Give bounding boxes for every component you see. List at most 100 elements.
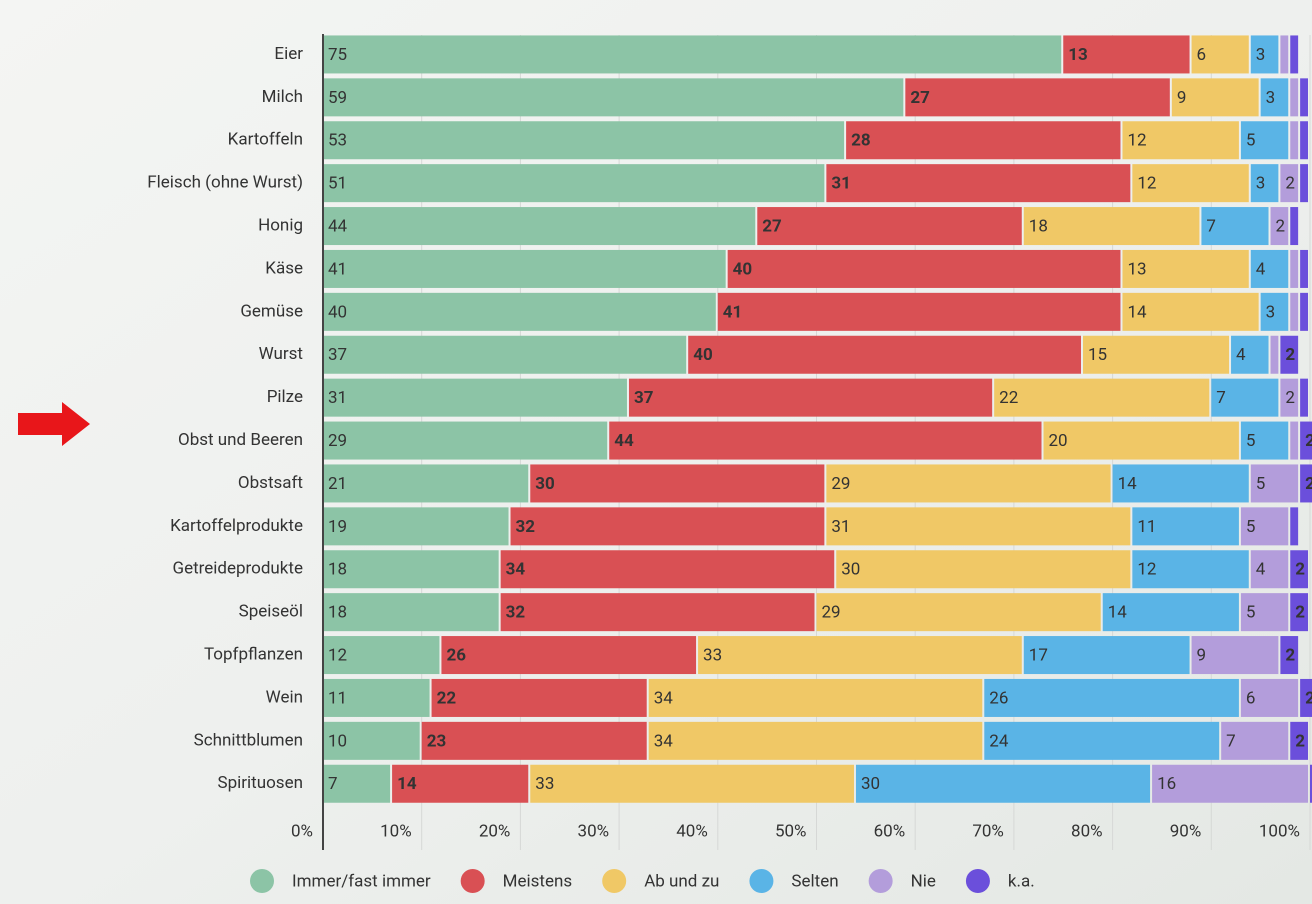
bar-segment — [323, 250, 726, 288]
legend-label: Ab und zu — [644, 871, 719, 891]
bar-segment — [323, 78, 903, 116]
data-label: 12 — [328, 646, 347, 666]
x-tick-label: 60% — [874, 821, 906, 841]
data-label: 15 — [1088, 345, 1107, 365]
data-label: 29 — [328, 431, 347, 451]
bar-segment — [629, 379, 992, 417]
x-tick-label: 0% — [291, 821, 313, 841]
data-label: 41 — [723, 302, 743, 322]
data-label: 5 — [1246, 517, 1256, 537]
data-label: 2 — [1305, 431, 1312, 451]
data-label: 32 — [516, 517, 536, 537]
bar-segment — [432, 679, 647, 717]
data-label: 22 — [999, 388, 1018, 408]
data-label: 6 — [1246, 688, 1256, 708]
y-tick-label: Gemüse — [240, 301, 303, 321]
legend-label: Meistens — [503, 871, 573, 891]
bar-segment — [1300, 379, 1308, 417]
legend-marker — [461, 869, 485, 893]
data-label: 16 — [1157, 774, 1176, 794]
y-tick-label: Topfpflanzen — [204, 645, 303, 665]
data-label: 2 — [1285, 345, 1295, 365]
data-label: 26 — [989, 688, 1008, 708]
y-tick-label: Käse — [265, 258, 303, 278]
data-label: 29 — [822, 603, 841, 623]
data-label: 5 — [1246, 131, 1256, 151]
x-tick-label: 30% — [578, 821, 610, 841]
data-label: 40 — [733, 259, 753, 279]
data-label: 51 — [328, 174, 347, 194]
data-label: 2 — [1285, 388, 1295, 408]
data-label: 3 — [1266, 302, 1276, 322]
data-label: 18 — [328, 560, 347, 580]
bar-segment — [1290, 293, 1298, 331]
data-label: 7 — [328, 774, 338, 794]
legend-label: Nie — [911, 871, 936, 891]
bar-segment — [698, 636, 1022, 674]
data-label: 4 — [1236, 345, 1246, 365]
data-label: 33 — [535, 774, 554, 794]
data-label: 29 — [831, 474, 850, 494]
bar-segment — [1290, 35, 1298, 73]
bar-segment — [1024, 207, 1200, 245]
data-label: 33 — [703, 646, 722, 666]
data-label: 28 — [851, 131, 871, 151]
bar-segment — [757, 207, 1021, 245]
bar-segment — [1280, 35, 1288, 73]
legend-marker — [869, 869, 893, 893]
bar-segment — [323, 293, 716, 331]
x-tick-label: 90% — [1170, 821, 1202, 841]
data-label: 32 — [506, 603, 526, 623]
data-label: 40 — [328, 302, 347, 322]
legend-label: Immer/fast immer — [292, 871, 431, 891]
bar-segment — [688, 336, 1081, 374]
bar-segment — [846, 121, 1120, 159]
bar-segment — [1300, 164, 1308, 202]
data-label: 10 — [328, 731, 347, 751]
bar-segment — [1300, 293, 1308, 331]
data-label: 14 — [1118, 474, 1138, 494]
bar-segment — [323, 207, 755, 245]
bar-segment — [905, 78, 1169, 116]
bar-segment — [649, 722, 983, 760]
data-label: 5 — [1246, 603, 1256, 623]
data-label: 59 — [328, 88, 347, 108]
data-label: 24 — [989, 731, 1009, 751]
data-label: 2 — [1295, 560, 1305, 580]
bar-segment — [826, 164, 1130, 202]
bar-segment — [441, 636, 696, 674]
bar-segment — [501, 593, 815, 631]
bar-segment — [323, 164, 824, 202]
bar-segment — [1290, 422, 1298, 460]
data-label: 23 — [427, 731, 447, 751]
legend-label: Selten — [791, 871, 838, 891]
data-label: 4 — [1256, 259, 1266, 279]
y-tick-label: Eier — [274, 44, 303, 64]
data-label: 3 — [1256, 45, 1266, 65]
data-label: 3 — [1266, 88, 1276, 108]
bar-segment — [323, 121, 844, 159]
y-tick-label: Obst und Beeren — [178, 430, 303, 450]
y-tick-label: Wurst — [259, 344, 303, 364]
bar-segment — [323, 35, 1061, 73]
data-label: 19 — [328, 517, 347, 537]
bar-segment — [323, 593, 499, 631]
bar-segment — [323, 379, 627, 417]
bar-segment — [1044, 422, 1239, 460]
bar-segment — [609, 422, 1041, 460]
y-tick-label: Kartoffeln — [228, 130, 303, 150]
data-label: 14 — [397, 774, 417, 794]
bar-segment — [1024, 636, 1190, 674]
x-tick-label: 10% — [380, 821, 412, 841]
legend-marker — [250, 869, 274, 893]
y-tick-label: Spirituosen — [218, 773, 303, 793]
data-label: 13 — [1127, 259, 1146, 279]
x-tick-label: 50% — [775, 821, 807, 841]
bar-segment — [1290, 78, 1298, 116]
bar-segment — [1290, 207, 1298, 245]
data-label: 18 — [1029, 217, 1048, 237]
data-label: 31 — [831, 174, 851, 194]
bar-segment — [323, 550, 499, 588]
data-label: 21 — [328, 474, 347, 494]
data-label: 13 — [1068, 45, 1088, 65]
